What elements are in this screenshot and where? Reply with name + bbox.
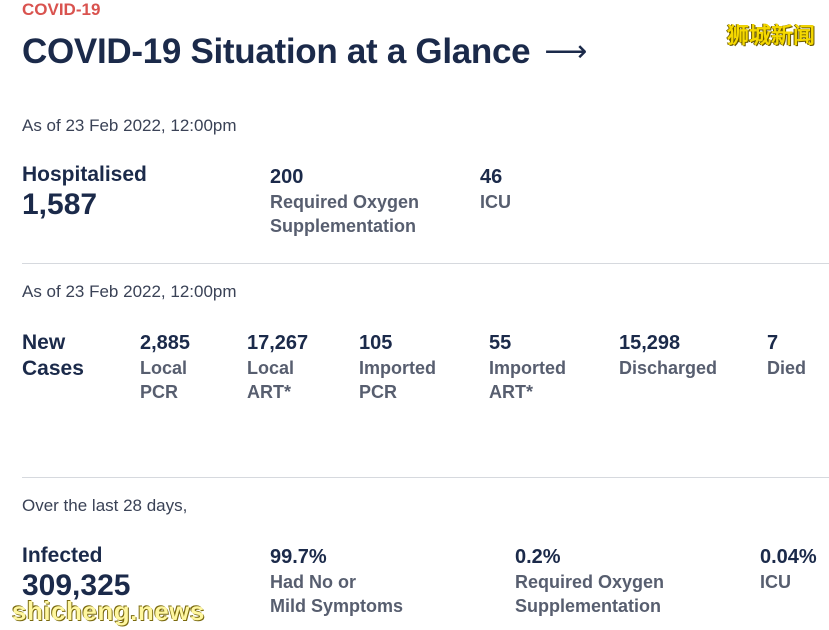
watermark-top: 狮城新闻	[726, 23, 815, 48]
infected-summary: Infected 309,325	[22, 543, 130, 603]
hospitalised-label: Hospitalised	[22, 163, 147, 186]
watermark-bottom: shicheng.news	[12, 596, 205, 626]
section-kicker: COVID-19	[22, 0, 101, 19]
stat-label: Died	[767, 358, 807, 378]
stat-label: PCR	[140, 382, 179, 402]
stat-label: Had No or	[270, 572, 357, 592]
stat-value: 46	[480, 166, 503, 188]
stat-icu-28d: 0.04% ICU	[760, 544, 826, 594]
stat-value: 200	[270, 166, 304, 188]
stat-label: Mild Symptoms	[270, 596, 404, 616]
hospitalised-value: 1,587	[22, 188, 98, 221]
last-28-days-as-of: Over the last 28 days,	[22, 496, 188, 515]
stat-label: Required Oxygen	[515, 572, 665, 592]
stat-label: ICU	[760, 572, 791, 592]
infected-value: 309,325	[22, 569, 131, 602]
stat-mild: 99.7% Had No or Mild Symptoms	[270, 544, 470, 618]
stat-value: 99.7%	[270, 546, 327, 568]
stat-icu: 46 ICU	[480, 164, 600, 214]
stat-died: 7 Died	[767, 330, 827, 380]
arrow-right-icon[interactable]: ⟶	[544, 35, 588, 68]
hospitalised-as-of: As of 23 Feb 2022, 12:00pm	[22, 116, 237, 135]
hospitalised-summary: Hospitalised 1,587	[22, 162, 147, 222]
stat-label: Imported	[359, 358, 437, 378]
stat-label: PCR	[359, 382, 398, 402]
stat-local-art: 17,267 Local ART*	[247, 330, 367, 404]
page-title-text[interactable]: COVID-19 Situation at a Glance	[22, 32, 531, 71]
stat-imported-pcr: 105 Imported PCR	[359, 330, 479, 404]
stat-value: 7	[767, 332, 779, 354]
infected-label: Infected	[22, 544, 103, 567]
stat-value: 17,267	[247, 332, 309, 354]
new-cases-label-line2: Cases	[22, 357, 84, 380]
stat-imported-art: 55 Imported ART*	[489, 330, 609, 404]
stat-label: Required Oxygen	[270, 192, 420, 212]
stat-label: ART*	[489, 382, 533, 402]
stat-value: 2,885	[140, 332, 191, 354]
stat-oxygen: 200 Required Oxygen Supplementation	[270, 164, 470, 238]
stat-value: 15,298	[619, 332, 681, 354]
stat-value: 0.2%	[515, 546, 561, 568]
divider	[22, 263, 829, 264]
stat-value: 105	[359, 332, 393, 354]
stat-oxygen-28d: 0.2% Required Oxygen Supplementation	[515, 544, 715, 618]
stat-label: ART*	[247, 382, 291, 402]
stat-label: ICU	[480, 192, 511, 212]
new-cases-label: New Cases	[22, 330, 84, 382]
stat-label: Local	[140, 358, 188, 378]
stat-discharged: 15,298 Discharged	[619, 330, 739, 380]
page-title[interactable]: COVID-19 Situation at a Glance ⟶	[22, 32, 587, 72]
divider	[22, 477, 829, 478]
stat-label: Imported	[489, 358, 567, 378]
stat-value: 55	[489, 332, 512, 354]
new-cases-as-of: As of 23 Feb 2022, 12:00pm	[22, 282, 237, 301]
new-cases-label-line1: New	[22, 331, 66, 354]
stat-local-pcr: 2,885 Local PCR	[140, 330, 260, 404]
stat-label: Local	[247, 358, 295, 378]
stat-label: Supplementation	[515, 596, 662, 616]
stat-value: 0.04%	[760, 546, 817, 568]
stat-label: Discharged	[619, 358, 718, 378]
stat-label: Supplementation	[270, 216, 417, 236]
